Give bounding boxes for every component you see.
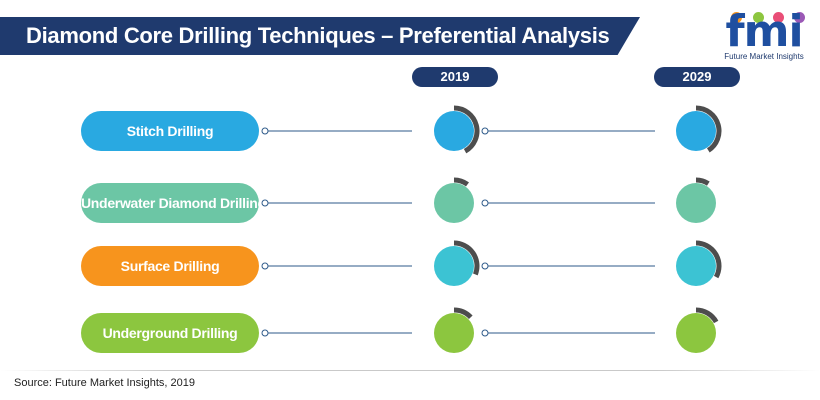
connector-node-underwater-diamond-drilling-2019 [481, 199, 489, 207]
value-circle-stitch-drilling-2029 [676, 111, 716, 151]
logo-dot-pink [773, 12, 784, 23]
value-arc-underground-drilling-2019 [453, 307, 473, 320]
year-label-2029: 2029 [654, 67, 740, 87]
value-arc-surface-drilling-2029 [695, 240, 722, 279]
value-circle-underground-drilling-2019 [434, 313, 474, 353]
value-arc-stitch-drilling-2029 [695, 105, 722, 153]
row-label-surface-drilling: Surface Drilling [81, 246, 259, 286]
logo-dot-orange [731, 12, 742, 23]
logo-dot-green [753, 12, 764, 23]
value-arc-underwater-diamond-drilling-2019 [453, 177, 469, 187]
source-note: Source: Future Market Insights, 2019 [14, 377, 195, 389]
value-arc-underground-drilling-2029 [695, 307, 719, 324]
connector-node-underground-drilling-2019 [481, 329, 489, 337]
title-banner: Diamond Core Drilling Techniques – Prefe… [0, 17, 640, 55]
logo-letters: fmi [725, 6, 803, 57]
value-circle-stitch-drilling-2019 [434, 111, 474, 151]
row-label-underground-drilling: Underground Drilling [81, 313, 259, 353]
year-label-2019: 2019 [412, 67, 498, 87]
footer-divider [0, 370, 820, 371]
connector-node-stitch-drilling-2019 [481, 127, 489, 135]
row-label-underwater-diamond-drilling: Underwater Diamond Drilling [81, 183, 266, 223]
logo-subtitle: Future Market Insights [724, 52, 804, 61]
connector-node-underwater-diamond-drilling [261, 199, 269, 207]
chart-title: Diamond Core Drilling Techniques – Prefe… [26, 23, 610, 48]
connector-node-surface-drilling-2019 [481, 262, 489, 270]
value-arc-stitch-drilling-2019 [453, 105, 480, 154]
value-circle-underwater-diamond-drilling-2029 [676, 183, 716, 223]
connector-node-stitch-drilling [261, 127, 269, 135]
connector-node-surface-drilling [261, 262, 269, 270]
value-arc-underwater-diamond-drilling-2029 [695, 177, 710, 186]
row-label-stitch-drilling: Stitch Drilling [81, 111, 259, 151]
value-circle-surface-drilling-2029 [676, 246, 716, 286]
value-circle-surface-drilling-2019 [434, 246, 474, 286]
connector-node-underground-drilling [261, 329, 269, 337]
value-circle-underground-drilling-2029 [676, 313, 716, 353]
fmi-logo: fmi Future Market Insights [716, 8, 812, 64]
value-circle-underwater-diamond-drilling-2019 [434, 183, 474, 223]
value-arc-surface-drilling-2019 [453, 240, 480, 276]
logo-dot-purple [794, 12, 805, 23]
